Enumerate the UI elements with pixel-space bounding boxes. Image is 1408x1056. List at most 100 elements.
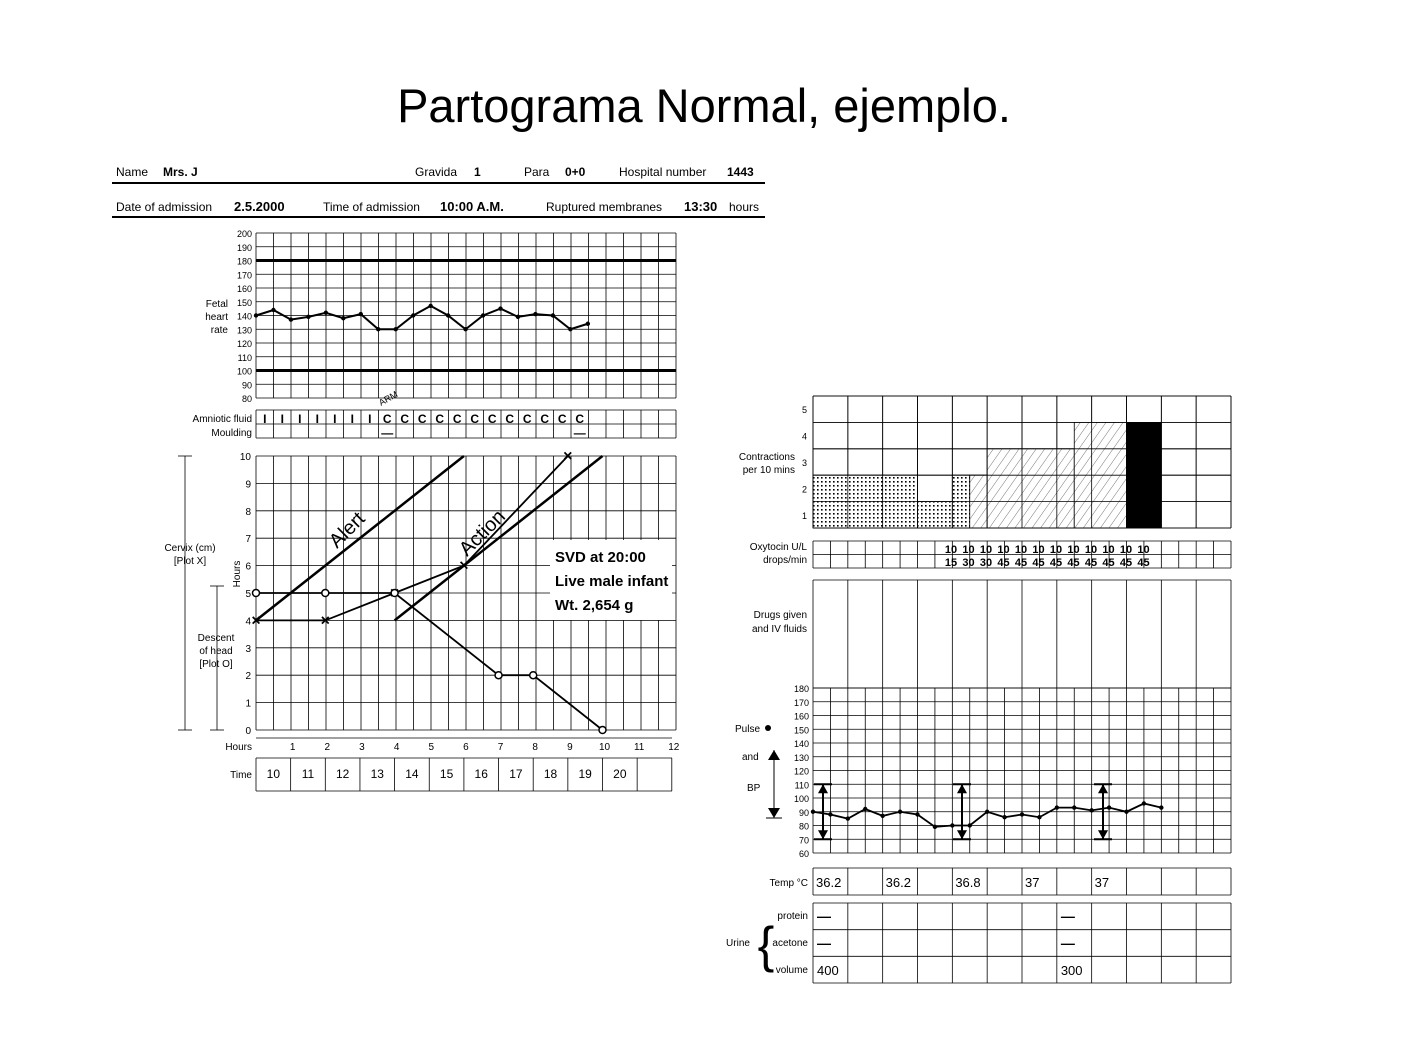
pulse-label: Pulse [735, 724, 760, 735]
urine-value: — [1061, 908, 1075, 924]
amniotic-mark: I [281, 412, 284, 426]
oxytocin-units: 10 [1050, 544, 1062, 556]
fhr-tick: 170 [237, 270, 252, 280]
fhr-tick: 160 [237, 284, 252, 294]
descent-series-line [256, 592, 604, 731]
oxytocin-units: 10 [997, 544, 1009, 556]
vitals-tick: 100 [794, 794, 809, 804]
name-value: Mrs. J [163, 165, 198, 179]
gravida-label: Gravida [415, 165, 457, 179]
para-label: Para [524, 165, 550, 179]
vitals-tick: 150 [794, 725, 809, 735]
vitals-tick: 90 [799, 808, 809, 818]
time-cell: 15 [440, 767, 454, 781]
cervix-tick: 10 [240, 452, 252, 463]
membranes-label: Ruptured membranes [546, 200, 662, 214]
time-label: Time of admission [323, 200, 420, 214]
fhr-grid [255, 232, 677, 399]
drugs-label: and IV fluids [752, 624, 807, 635]
urine-row-label: protein [777, 911, 808, 922]
pulse-point [1159, 805, 1164, 810]
name-label: Name [116, 165, 148, 179]
amniotic-mark: C [400, 412, 409, 426]
cervix-tick: 2 [245, 671, 251, 682]
amniotic-mark: C [488, 412, 497, 426]
drugs-label: Drugs given [754, 610, 807, 621]
fhr-point [428, 303, 433, 309]
fhr-tick: 190 [237, 243, 252, 253]
fhr-point [393, 327, 398, 332]
bp-arrow [957, 784, 967, 794]
vitals-tick: 110 [795, 780, 809, 790]
fhr-point [585, 321, 591, 326]
fhr-label: heart [205, 312, 228, 323]
amniotic-mark: C [505, 412, 514, 426]
para-value: 0+0 [565, 165, 586, 179]
oxytocin-units: 10 [945, 544, 957, 556]
cervix-tick: 8 [245, 507, 251, 518]
temp-value: 36.2 [816, 875, 841, 890]
hour-tick: 9 [567, 742, 573, 753]
fhr-point [445, 313, 451, 318]
contractions-label: per 10 mins [743, 465, 795, 476]
cervix-side-hours: Hours [232, 561, 243, 588]
oxytocin-units: 10 [1102, 544, 1114, 556]
time-cell: 18 [544, 767, 558, 781]
oxytocin-drops: 45 [1067, 557, 1079, 569]
descent-label: of head [199, 646, 232, 657]
fhr-point [568, 327, 573, 332]
oxytocin-drops: 45 [1032, 557, 1044, 569]
svd-text: Wt. 2,654 g [555, 597, 633, 614]
fhr-series-line [255, 304, 589, 331]
hour-tick: 8 [532, 742, 538, 753]
amniotic-mark: C [575, 412, 584, 426]
pulse-point [950, 823, 955, 828]
fhr-tick: 80 [242, 394, 252, 404]
oxytocin-drops: 30 [980, 557, 992, 569]
cervix-tick: 5 [245, 589, 251, 600]
oxytocin-label: Oxytocin U/L [750, 542, 808, 553]
contractions-tick: 5 [802, 405, 807, 415]
pulse-point [967, 823, 972, 828]
bp-arrow [818, 784, 828, 794]
descent-point [251, 588, 261, 598]
fhr-point [410, 313, 416, 318]
oxytocin-drops: 45 [1120, 557, 1132, 569]
contractions-grid-overlay [812, 395, 1232, 529]
vitals-tick: 160 [794, 712, 809, 722]
oxytocin-drops: 15 [945, 557, 957, 569]
oxytocin-units: 10 [980, 544, 992, 556]
bp-label: BP [747, 783, 761, 794]
urine-value: 400 [817, 963, 839, 978]
fhr-point [463, 327, 468, 332]
pulse-point [845, 816, 851, 821]
fhr-point [306, 314, 311, 320]
time-cell: 13 [371, 767, 385, 781]
cervix-point: × [563, 448, 572, 465]
oxytocin-units: 10 [1067, 544, 1079, 556]
hospital-value: 1443 [727, 165, 754, 179]
pulse-point [1141, 801, 1147, 806]
fhr-tick: 180 [237, 257, 252, 267]
time-cell: 10 [267, 767, 281, 781]
vitals-tick: 80 [799, 822, 809, 832]
vitals-grid [812, 687, 1232, 854]
slide-title: Partograma Normal, ejemplo. [397, 79, 1011, 132]
descent-point [528, 670, 538, 680]
contractions-tick: 3 [802, 458, 807, 468]
cervix-label: [Plot X] [174, 556, 206, 567]
hour-tick: 12 [668, 742, 680, 753]
pulse-point [1124, 809, 1129, 814]
patient-header: Name Mrs. J Gravida 1 Para 0+0 Hospital number… [112, 165, 765, 218]
fhr-tick: 130 [237, 325, 252, 335]
fhr-point [376, 327, 381, 332]
oxytocin-drops: 45 [1137, 557, 1149, 569]
pulse-point [1019, 812, 1025, 817]
temp-value: 36.8 [955, 875, 980, 890]
pulse-legend-dot [765, 725, 771, 731]
fluid-grid [255, 409, 677, 439]
moulding-mark: — [381, 426, 393, 440]
admission-label: Date of admission [116, 200, 212, 214]
moulding-mark: — [574, 426, 586, 440]
descent-point [321, 588, 330, 598]
